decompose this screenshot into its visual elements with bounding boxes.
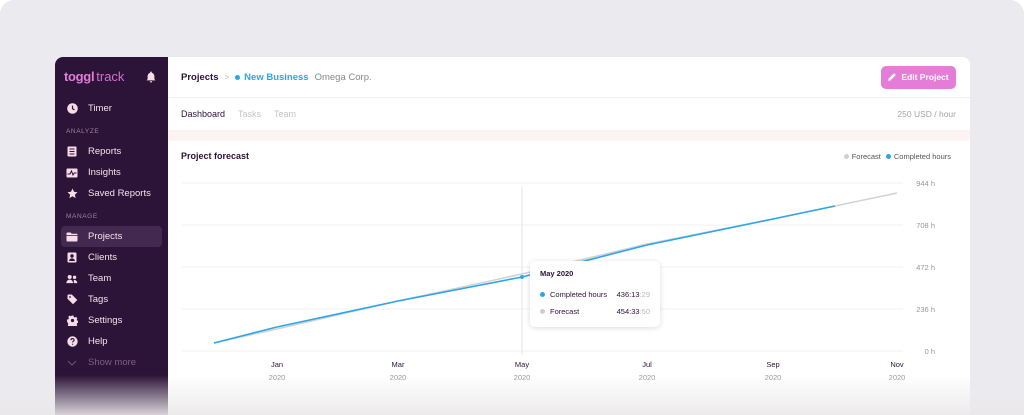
gear-icon [66,315,78,327]
show-more-label: Show more [88,357,137,368]
tooltip-row-forecast: Forecast 454:33:50 [540,307,650,316]
svg-text:944 h: 944 h [916,179,935,188]
svg-text:Nov: Nov [890,360,904,369]
chevron-down-icon [66,357,78,369]
sidebar-item-timer[interactable]: Timer [61,98,162,119]
tab-tasks[interactable]: Tasks [238,109,262,119]
section-label-manage: MANAGE [66,213,98,220]
chart-tooltip: May 2020 Completed hours 436:13:29 Forec… [530,261,660,327]
tag-icon [66,294,78,306]
logo-brand: toggl [64,68,95,84]
edit-project-label: Edit Project [901,72,949,82]
legend-forecast-dot [843,154,849,159]
svg-text:2020: 2020 [390,373,407,382]
project-name: New Business [244,71,309,83]
sidebar-item-reports[interactable]: Reports [61,141,162,162]
project-header: Projects > New Business Omega Corp. Edit… [168,57,970,98]
hover-point-completed [520,275,524,279]
insights-icon [66,167,78,179]
hourly-rate: 250 USD / hour [897,109,956,119]
app-window: toggl track Timer ANALYZE Reports Insig [55,57,970,415]
chart-legend: Forecast Completed hours [839,152,951,161]
tooltip-forecast-dot [540,309,545,314]
svg-text:May: May [515,360,529,369]
reports-icon [66,146,78,158]
bell-icon[interactable] [146,70,156,83]
sidebar-item-saved-reports[interactable]: Saved Reports [61,183,162,204]
svg-text:Jan: Jan [271,360,283,369]
svg-text:236 h: 236 h [916,305,935,314]
sidebar-item-label: Saved Reports [88,188,151,199]
svg-text:0 h: 0 h [925,347,935,356]
legend-completed-dot [885,154,891,159]
team-icon [66,273,78,285]
sidebar-item-label: Timer [88,103,112,114]
tabs-bar: Dashboard Tasks Team 250 USD / hour [168,98,970,130]
svg-text:Mar: Mar [392,360,405,369]
y-axis-labels: 944 h 708 h 472 h 236 h 0 h [916,179,935,356]
tooltip-title: May 2020 [540,269,574,278]
sidebar-item-projects[interactable]: Projects [61,226,162,247]
sidebar-item-label: Projects [88,231,123,242]
breadcrumb-separator: > [224,72,230,82]
legend-forecast[interactable]: Forecast [843,152,881,161]
tooltip-completed-dot [540,292,545,297]
tooltip-label: Completed hours [550,290,608,299]
svg-text:Jul: Jul [642,360,652,369]
svg-text:2020: 2020 [889,373,906,382]
legend-label: Forecast [851,152,881,161]
sidebar-item-label: Settings [88,315,123,326]
sidebar-item-label: Insights [88,167,121,178]
tab-dashboard[interactable]: Dashboard [181,109,226,119]
sidebar-item-label: Tags [88,294,109,305]
svg-text:Sep: Sep [766,360,779,369]
tooltip-value: 454:33:50 [616,307,650,316]
folder-icon [66,231,78,243]
help-icon [66,336,78,348]
sidebar-item-label: Clients [88,252,118,263]
section-divider [168,130,970,141]
svg-text:472 h: 472 h [916,263,935,272]
tooltip-value: 436:13:29 [616,290,650,299]
app-logo[interactable]: toggl track [64,69,124,84]
sidebar-item-insights[interactable]: Insights [61,162,162,183]
sidebar-item-label: Team [88,273,112,284]
chart-title: Project forecast [181,151,250,161]
svg-text:708 h: 708 h [916,221,935,230]
show-more-button[interactable]: Show more [61,352,162,373]
clock-icon [66,103,78,115]
logo-product: track [96,68,125,84]
project-forecast-card: Project forecast Forecast Completed hour… [168,141,970,415]
edit-project-button[interactable]: Edit Project [881,65,956,89]
sidebar-item-settings[interactable]: Settings [61,310,162,331]
tooltip-label: Forecast [550,307,580,316]
sidebar-item-team[interactable]: Team [61,268,162,289]
tooltip-row-completed: Completed hours 436:13:29 [540,290,650,299]
sidebar-item-clients[interactable]: Clients [61,247,162,268]
client-icon [66,252,78,264]
client-name: Omega Corp. [314,71,372,83]
sidebar-item-tags[interactable]: Tags [61,289,162,310]
tabs: Dashboard Tasks Team [181,109,309,119]
tab-team[interactable]: Team [274,109,297,119]
logo-row: toggl track [55,57,168,95]
sidebar-item-help[interactable]: Help [61,331,162,352]
legend-label: Completed hours [893,152,951,161]
legend-completed-hours[interactable]: Completed hours [885,152,951,161]
pencil-icon [888,73,897,81]
section-label-analyze: ANALYZE [66,128,100,135]
sidebar: toggl track Timer ANALYZE Reports Insig [55,57,168,415]
svg-text:2020: 2020 [514,373,531,382]
star-icon [66,188,78,200]
main-content: Projects > New Business Omega Corp. Edit… [168,57,970,415]
x-axis-labels: Jan 2020 Mar 2020 May 2020 Jul 2020 Sep … [269,360,906,382]
sidebar-item-label: Help [88,336,108,347]
svg-text:2020: 2020 [765,373,782,382]
sidebar-item-label: Reports [88,146,122,157]
breadcrumb: Projects > New Business Omega Corp. [181,72,372,83]
project-color-dot [235,74,241,80]
svg-text:2020: 2020 [639,373,656,382]
breadcrumb-projects-link[interactable]: Projects [181,71,219,83]
svg-text:2020: 2020 [269,373,286,382]
